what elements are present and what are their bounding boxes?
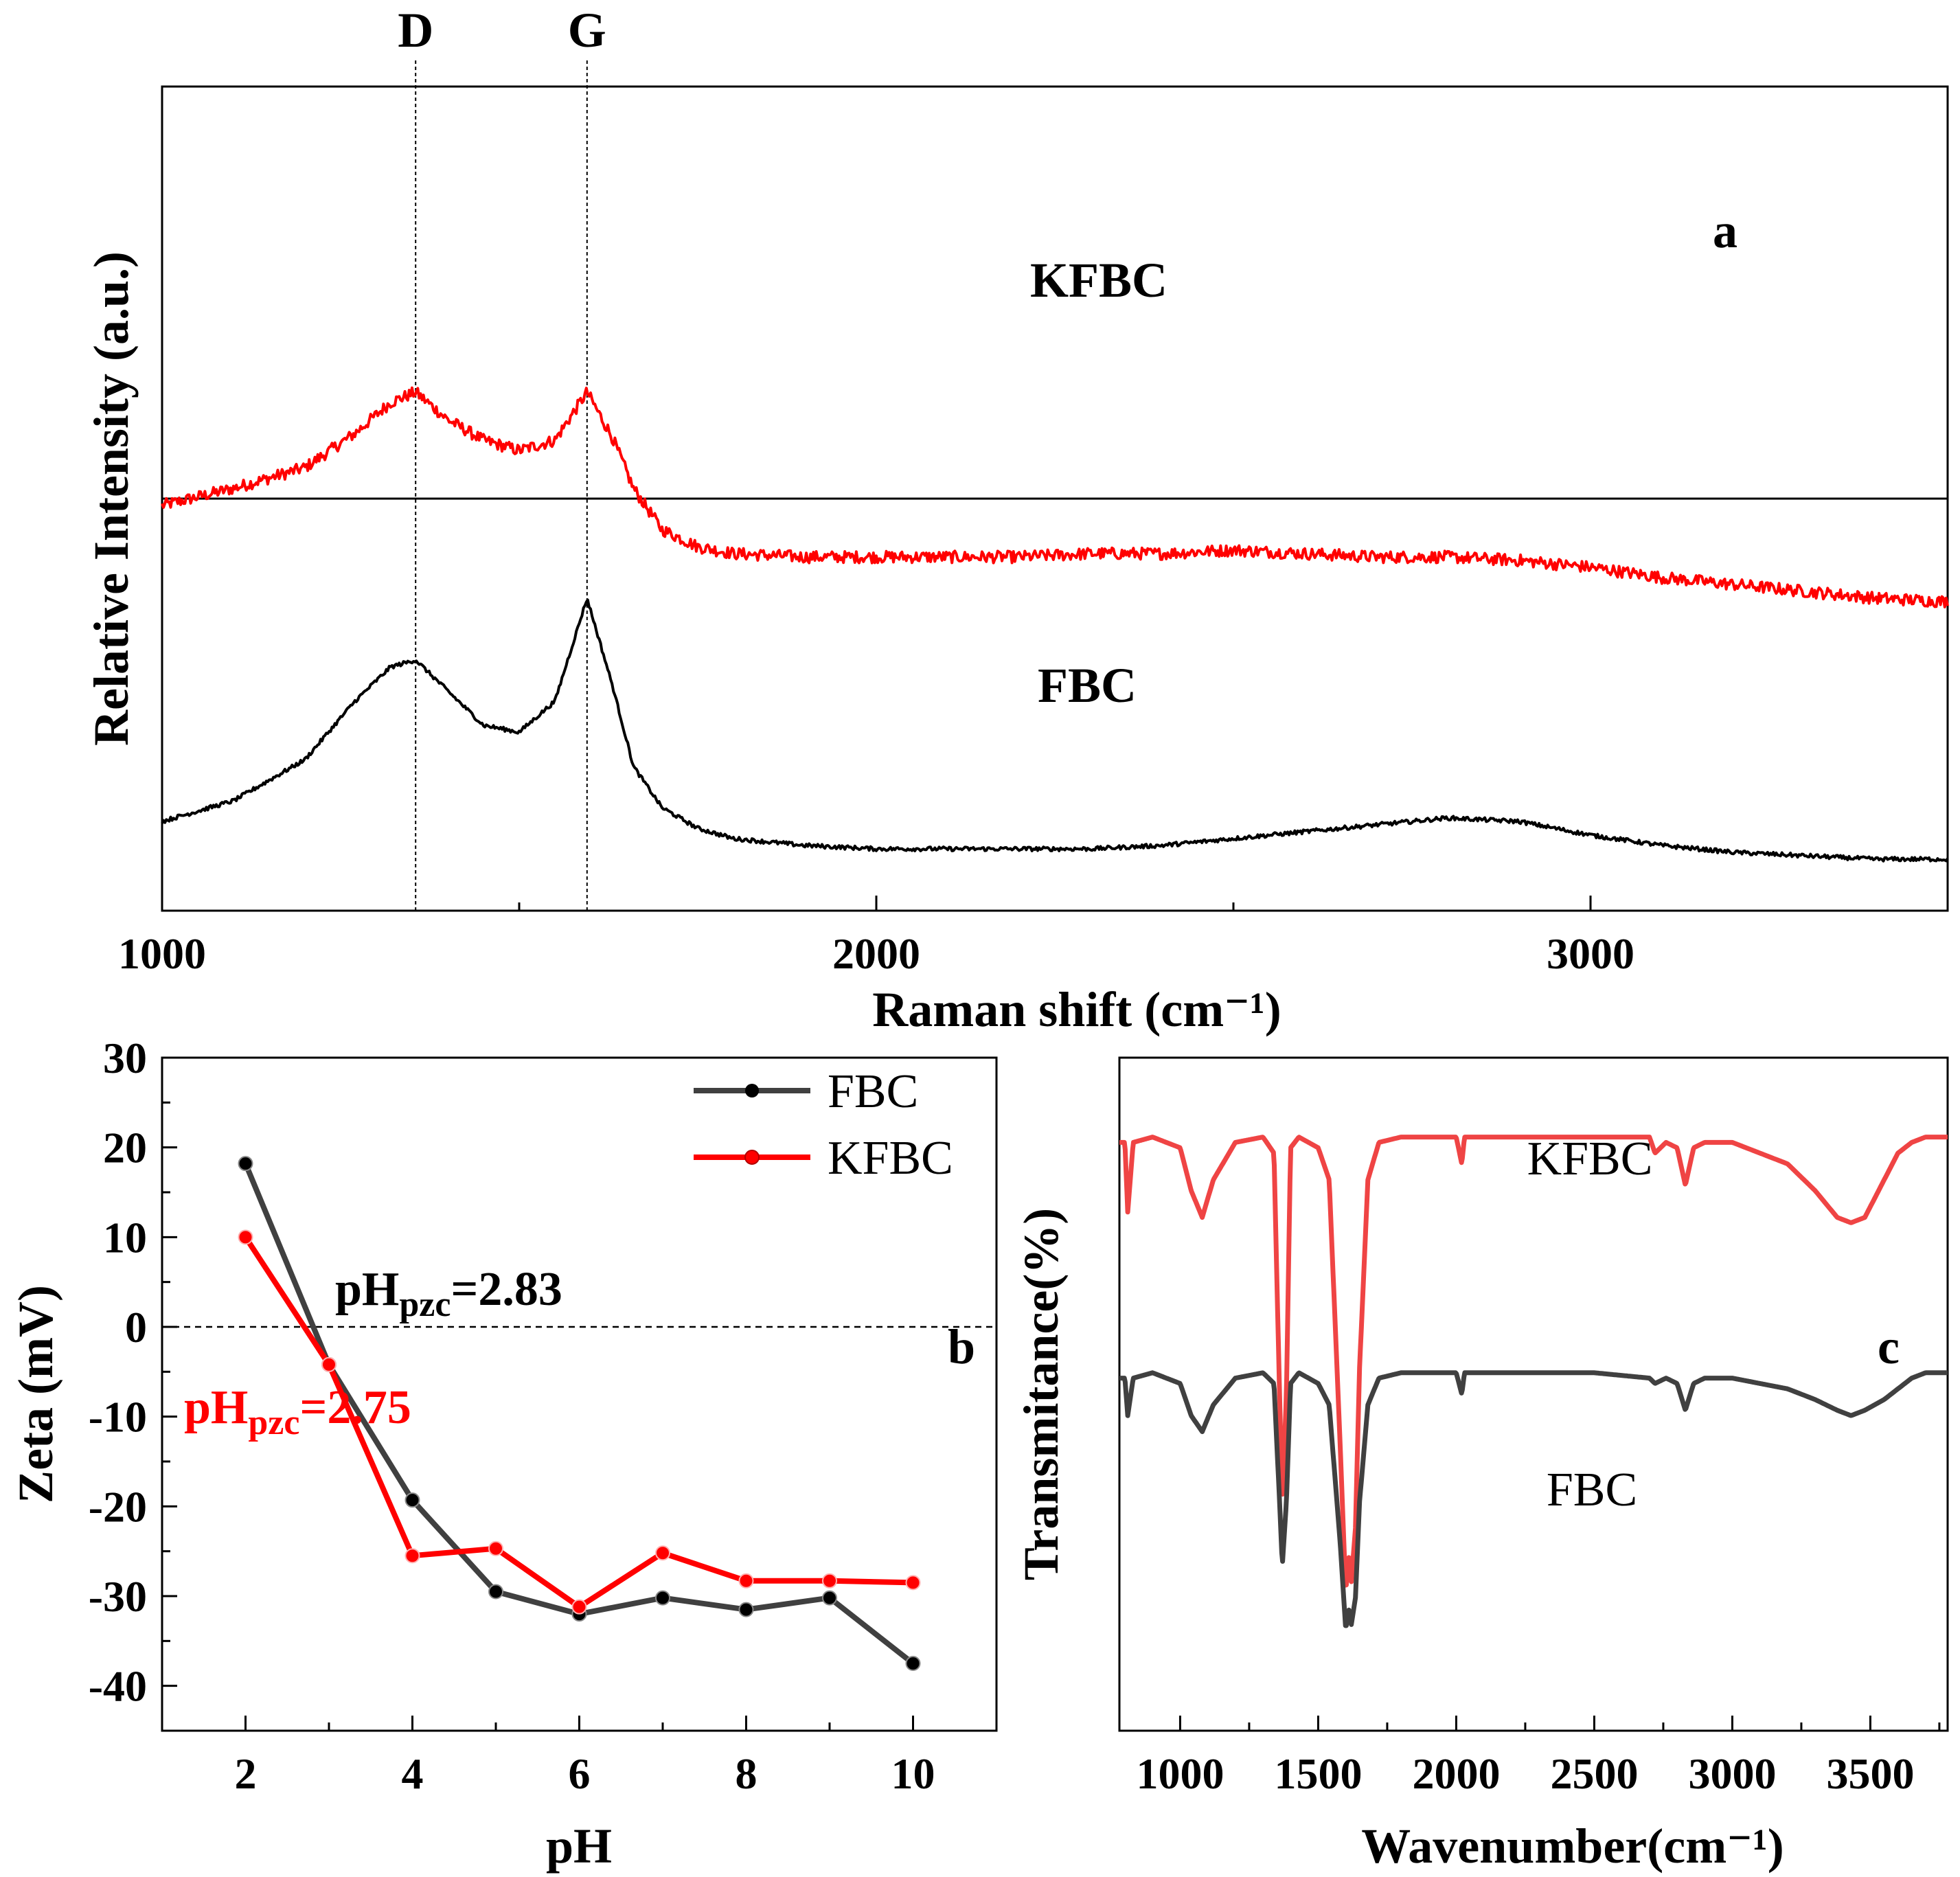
panel-b-xtick-label-4: 4 xyxy=(402,1749,424,1798)
pzc-annotation-kfbc: pHpzc=2.75 xyxy=(184,1381,411,1442)
zeta-point-fbc-ph2 xyxy=(238,1156,253,1172)
pzc-fbc-rest: =2.83 xyxy=(451,1263,562,1316)
zeta-point-fbc-ph8 xyxy=(738,1602,754,1617)
legend-fbc-marker xyxy=(745,1084,759,1097)
peak-label-d: D xyxy=(398,3,433,58)
panel-c-x-title: Wavenumber(cm⁻¹) xyxy=(1361,1819,1784,1874)
ftir-line-fbc xyxy=(1117,1370,1950,1628)
panel-b-ytick-label-30: 30 xyxy=(103,1034,147,1082)
panel-a-xtick-label-2000: 2000 xyxy=(832,929,920,978)
legend-kfbc-label: KFBC xyxy=(828,1132,953,1185)
panel-c-xtick-label-1000: 1000 xyxy=(1136,1749,1224,1798)
panel-c-ftir: 1000 1500 2000 2500 3000 3500 KFBC FBC c Wave… xyxy=(1014,1056,1950,1874)
kfbc-raman-label: KFBC xyxy=(1030,253,1167,308)
panel-b-xtick-label-6: 6 xyxy=(569,1749,591,1798)
zeta-point-kfbc-ph8 xyxy=(738,1573,754,1589)
panel-b-ytick-label--30: -30 xyxy=(89,1572,147,1621)
legend-kfbc-marker xyxy=(744,1150,760,1165)
panel-c-xtick-label-2000: 2000 xyxy=(1412,1749,1500,1798)
fbc-raman-label: FBC xyxy=(1038,658,1137,713)
pzc-fbc-base: pH xyxy=(335,1263,399,1316)
zeta-point-kfbc-ph10 xyxy=(905,1575,921,1591)
raman-line-fbc xyxy=(161,598,1949,863)
zeta-point-kfbc-ph5 xyxy=(488,1540,503,1556)
panel-b-ytick-label-0: 0 xyxy=(125,1303,147,1352)
panel-b-ytick-label-20: 20 xyxy=(103,1124,147,1172)
panel-b-xtick-label-10: 10 xyxy=(891,1749,935,1798)
panel-a-x-title: Raman shift (cm⁻¹) xyxy=(872,982,1281,1037)
zeta-point-fbc-ph5 xyxy=(488,1584,503,1600)
ftir-line-kfbc xyxy=(1117,1135,1950,1588)
pzc-annotation-fbc: pHpzc=2.83 xyxy=(335,1263,562,1324)
panel-b-ytick-label--10: -10 xyxy=(89,1393,147,1442)
panel-a-xtick-label-1000: 1000 xyxy=(118,929,206,978)
fbc-ftir-label: FBC xyxy=(1547,1464,1637,1516)
zeta-point-fbc-ph7 xyxy=(655,1590,670,1606)
panel-b-ytick-label--40: -40 xyxy=(89,1662,147,1711)
panel-b-y-title: Zeta (mV) xyxy=(8,1285,63,1503)
panel-c-xtick-label-2500: 2500 xyxy=(1550,1749,1638,1798)
pzc-kfbc-rest: =2.75 xyxy=(299,1381,411,1434)
zeta-point-fbc-ph4 xyxy=(404,1492,420,1508)
panel-c-xtick-label-3500: 3500 xyxy=(1826,1749,1914,1798)
panel-b-x-title: pH xyxy=(546,1819,612,1874)
zeta-point-kfbc-ph7 xyxy=(655,1545,670,1561)
panel-c-xtick-label-3000: 3000 xyxy=(1688,1749,1776,1798)
panel-a-letter: a xyxy=(1713,203,1737,258)
panel-b-letter: b xyxy=(948,1319,975,1374)
kfbc-ftir-label: KFBC xyxy=(1527,1133,1653,1185)
panel-c-xtick-label-1500: 1500 xyxy=(1274,1749,1362,1798)
panel-c-letter: c xyxy=(1878,1319,1900,1374)
zeta-point-kfbc-ph6 xyxy=(571,1599,587,1615)
panel-b-xtick-label-2: 2 xyxy=(235,1749,257,1798)
pzc-kfbc-sub: pzc xyxy=(248,1403,299,1442)
raman-line-kfbc xyxy=(161,386,1949,608)
panel-b-xtick-label-8: 8 xyxy=(736,1749,757,1798)
zeta-point-kfbc-ph3 xyxy=(321,1356,337,1372)
pzc-fbc-sub: pzc xyxy=(399,1285,451,1324)
panel-c-y-title: Transmitance(%) xyxy=(1014,1208,1069,1581)
panel-a-xtick-label-3000: 3000 xyxy=(1547,929,1634,978)
panel-c-frame xyxy=(1118,1056,1949,1732)
panel-b-legend: FBC KFBC xyxy=(694,1065,953,1185)
zeta-point-kfbc-ph9 xyxy=(822,1573,837,1589)
panel-b-ytick-label-10: 10 xyxy=(103,1213,147,1262)
zeta-point-kfbc-ph4 xyxy=(404,1548,420,1564)
peak-label-g: G xyxy=(568,3,606,58)
zeta-point-fbc-ph9 xyxy=(822,1590,837,1606)
zeta-point-kfbc-ph2 xyxy=(238,1229,253,1245)
pzc-kfbc-base: pH xyxy=(184,1381,248,1434)
legend-fbc-label: FBC xyxy=(828,1065,918,1118)
zeta-point-fbc-ph10 xyxy=(905,1656,921,1671)
panel-a-raman: 1000 2000 3000 D G KFBC FBC a Raman shift … xyxy=(84,3,1949,1037)
panel-a-y-title: Relative Intensity (a.u.) xyxy=(84,251,139,746)
panel-b-ytick-label--20: -20 xyxy=(89,1482,147,1531)
